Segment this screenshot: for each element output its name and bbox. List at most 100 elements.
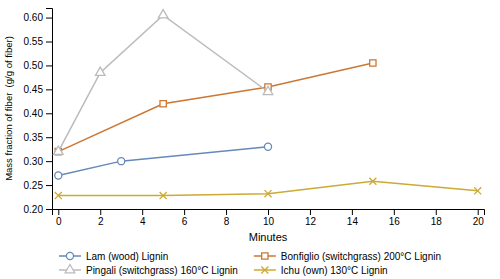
tick-mark — [46, 89, 52, 90]
tick: 0.40 — [24, 108, 52, 119]
point — [55, 172, 62, 179]
point — [264, 143, 271, 150]
tick-mark — [100, 209, 101, 215]
x-axis-title: Minutes — [249, 231, 288, 243]
tick-mark — [478, 209, 479, 215]
tick: 4 — [140, 209, 146, 227]
point — [263, 86, 273, 94]
tick: 0.45 — [24, 84, 52, 95]
tick-mark — [46, 65, 52, 66]
point — [160, 101, 166, 107]
tick-mark — [394, 209, 395, 215]
legend: Lam (wood) Lignin Bonfiglio (switchgrass)… — [59, 251, 441, 276]
series — [55, 178, 481, 199]
legend-item: Pingali (switchgrass) 160°C Lignin — [59, 264, 238, 275]
tick: 0 — [56, 209, 62, 227]
tick-mark — [436, 209, 437, 215]
tick-mark — [184, 209, 185, 215]
point — [474, 187, 481, 194]
axis-line — [53, 210, 485, 216]
tick-label: 0.25 — [24, 180, 44, 191]
chart: 0 2 4 6 8 10 12 14 16 18 20 0.20 0.25 0.30 0.35 0.40 0.4… — [0, 0, 500, 279]
tick-mark — [46, 113, 52, 114]
line — [58, 15, 268, 151]
legend-label: Lam (wood) Lignin — [86, 251, 168, 262]
tick-mark — [46, 18, 52, 19]
tick-label: 4 — [140, 216, 146, 227]
tick-label: 0 — [56, 216, 62, 227]
tick-label: 0.55 — [24, 36, 44, 47]
point — [369, 178, 376, 185]
y-axis: 0.20 0.25 0.30 0.35 0.40 0.45 0.50 0.55 0.60 — [24, 9, 53, 215]
tick-label: 0.45 — [24, 84, 44, 95]
marks — [53, 10, 481, 200]
tick-label: 0.35 — [24, 132, 44, 143]
legend-marker — [261, 266, 268, 273]
tick: 0.25 — [24, 180, 52, 191]
tick-mark — [58, 209, 59, 215]
tick-mark — [310, 209, 311, 215]
x-axis: 0 2 4 6 8 10 12 14 16 18 20 — [53, 209, 485, 227]
tick-label: 12 — [305, 216, 317, 227]
tick: 0.30 — [24, 156, 52, 167]
legend-label: Bonfiglio (switchgrass) 200°C Lignin — [281, 251, 441, 262]
tick-label: 0.20 — [24, 204, 44, 215]
tick: 10 — [263, 209, 275, 227]
tick: 2 — [98, 209, 104, 227]
point — [160, 192, 167, 199]
tick-mark — [46, 209, 52, 210]
tick-label: 14 — [347, 216, 359, 227]
legend-marker — [66, 252, 73, 259]
axis-line — [46, 9, 53, 210]
point — [158, 10, 168, 18]
tick: 12 — [305, 209, 317, 227]
tick-mark — [46, 161, 52, 162]
point — [370, 60, 376, 66]
tick-mark — [46, 42, 52, 43]
tick-label: 16 — [389, 216, 401, 227]
tick-label: 0.40 — [24, 108, 44, 119]
tick-label: 20 — [473, 216, 485, 227]
point — [55, 192, 62, 199]
tick-label: 0.30 — [24, 156, 44, 167]
legend-item: Bonfiglio (switchgrass) 200°C Lignin — [254, 251, 441, 262]
tick-label: 6 — [182, 216, 188, 227]
legend-item: Ichu (own) 130°C Lignin — [254, 265, 388, 276]
point — [95, 67, 105, 75]
series — [55, 143, 272, 179]
legend-marker — [262, 253, 268, 259]
tick-label: 0.50 — [24, 60, 44, 71]
line — [58, 147, 268, 176]
tick-mark — [46, 185, 52, 186]
tick: 20 — [473, 209, 485, 227]
tick-label: 8 — [224, 216, 230, 227]
tick: 0.55 — [24, 36, 52, 47]
tick-mark — [46, 137, 52, 138]
legend-marker — [65, 264, 75, 272]
tick: 0.20 — [24, 204, 52, 215]
series — [53, 10, 272, 155]
tick-mark — [268, 209, 269, 215]
plot: 0 2 4 6 8 10 12 14 16 18 20 0.20 0.25 0.30 0.35 0.40 0.4… — [24, 9, 485, 228]
point — [118, 158, 125, 165]
tick: 18 — [431, 209, 443, 227]
tick: 16 — [389, 209, 401, 227]
tick-mark — [226, 209, 227, 215]
tick: 0.50 — [24, 60, 52, 71]
y-axis-title: Mass fraction of fiber (g/g of fiber) — [3, 36, 14, 181]
tick-mark — [142, 209, 143, 215]
point — [53, 146, 63, 154]
tick: 0.60 — [24, 12, 52, 23]
tick: 6 — [182, 209, 188, 227]
line — [58, 63, 373, 152]
tick-label: 10 — [263, 216, 275, 227]
tick: 8 — [224, 209, 230, 227]
tick: 0.35 — [24, 132, 52, 143]
tick-label: 2 — [98, 216, 104, 227]
tick-label: 18 — [431, 216, 443, 227]
point — [264, 190, 271, 197]
tick-label: 0.60 — [24, 12, 44, 23]
legend-label: Ichu (own) 130°C Lignin — [281, 265, 388, 276]
series — [55, 60, 376, 155]
legend-item: Lam (wood) Lignin — [59, 251, 168, 262]
